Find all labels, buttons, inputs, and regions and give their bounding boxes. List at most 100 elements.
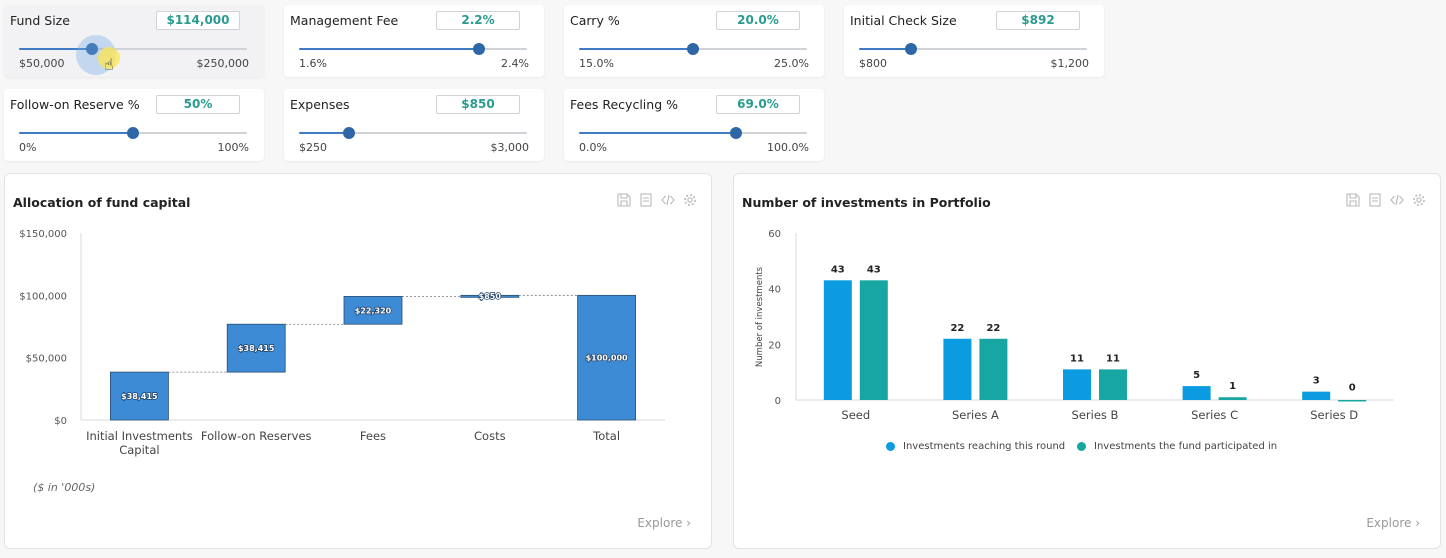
explore-link[interactable]: Explore › bbox=[1366, 516, 1420, 530]
slider-min-label: $50,000 bbox=[19, 57, 65, 70]
bar-value-label: $850 bbox=[479, 292, 502, 301]
bar-participated bbox=[859, 280, 888, 400]
slider-thumb[interactable] bbox=[730, 127, 743, 139]
bar-value-label: 5 bbox=[1193, 370, 1200, 381]
slider-max-label: 2.4% bbox=[501, 57, 529, 70]
bar-value-label: 11 bbox=[1070, 353, 1084, 364]
allocation-toolbar bbox=[617, 193, 697, 207]
param-card: Initial Check Size $892 $800 $1,200 bbox=[844, 5, 1104, 77]
param-slider[interactable] bbox=[299, 43, 527, 55]
x-tick-label: Series C bbox=[1191, 408, 1238, 422]
y-tick-label: $0 bbox=[54, 416, 67, 427]
slider-max-label: $250,000 bbox=[196, 57, 250, 70]
bar-value-label: 11 bbox=[1106, 353, 1120, 364]
param-value-input[interactable]: $114,000 bbox=[156, 11, 240, 30]
legend-item-reaching[interactable]: Investments reaching this round bbox=[886, 441, 1065, 452]
portfolio-toolbar bbox=[1346, 193, 1426, 207]
param-label: Carry % bbox=[570, 13, 620, 28]
legend-label: Investments reaching this round bbox=[903, 441, 1066, 452]
bar-participated bbox=[1099, 369, 1127, 400]
param-slider[interactable] bbox=[859, 43, 1087, 55]
table-icon[interactable] bbox=[639, 193, 653, 207]
slider-thumb[interactable] bbox=[473, 43, 486, 55]
legend-item-participated[interactable]: Investments the fund participated in bbox=[1077, 441, 1277, 452]
param-slider[interactable] bbox=[579, 43, 807, 55]
legend-swatch bbox=[886, 442, 895, 451]
waterfall-bar bbox=[460, 294, 520, 298]
cursor-highlight bbox=[98, 47, 120, 69]
param-label: Management Fee bbox=[290, 13, 399, 28]
slider-min-label: 0% bbox=[19, 141, 37, 154]
param-slider[interactable] bbox=[579, 127, 807, 139]
units-note: ($ in '000s) bbox=[33, 481, 96, 494]
param-value-input[interactable]: 69.0% bbox=[716, 95, 800, 114]
param-value-input[interactable]: 50% bbox=[156, 95, 240, 114]
bar-participated bbox=[979, 338, 1008, 400]
param-label: Fund Size bbox=[10, 13, 70, 28]
y-axis-title: Number of investments bbox=[755, 266, 765, 367]
slider-thumb[interactable] bbox=[127, 127, 139, 139]
slider-fill bbox=[859, 48, 912, 50]
param-label: Expenses bbox=[290, 97, 350, 112]
save-icon[interactable] bbox=[617, 193, 631, 207]
code-icon[interactable] bbox=[1390, 193, 1404, 207]
param-slider[interactable] bbox=[19, 43, 247, 55]
param-value-input[interactable]: $892 bbox=[996, 11, 1080, 30]
bar-reaching bbox=[823, 280, 852, 400]
slider-fill bbox=[299, 48, 480, 50]
y-tick-label: 40 bbox=[768, 285, 781, 296]
param-value-input[interactable]: 20.0% bbox=[716, 11, 800, 30]
slider-min-label: 15.0% bbox=[579, 57, 614, 70]
bar-value-label: 43 bbox=[831, 264, 845, 275]
param-slider[interactable] bbox=[299, 127, 527, 139]
slider-min-label: $800 bbox=[859, 57, 887, 70]
bar-value-label: $38,415 bbox=[121, 392, 158, 401]
bar-reaching bbox=[1063, 369, 1091, 400]
explore-link[interactable]: Explore › bbox=[637, 516, 691, 530]
param-value-input[interactable]: $850 bbox=[436, 95, 520, 114]
x-tick-label: Initial Investments bbox=[86, 429, 193, 443]
portfolio-chart: 0 20 40 60 Number of investments 43 43 Seed 22 22… bbox=[755, 229, 1394, 422]
code-icon[interactable] bbox=[661, 193, 675, 207]
slider-thumb[interactable] bbox=[85, 43, 98, 55]
slider-thumb[interactable] bbox=[905, 43, 918, 55]
slider-fill bbox=[19, 132, 133, 134]
x-tick-label: Series B bbox=[1072, 408, 1119, 422]
portfolio-title: Number of investments in Portfolio bbox=[742, 195, 991, 210]
x-tick-label: Fees bbox=[360, 429, 386, 443]
bar-value-label: 1 bbox=[1229, 381, 1236, 392]
bar-reaching bbox=[1182, 386, 1211, 400]
gear-icon[interactable] bbox=[1412, 193, 1426, 207]
slider-fill bbox=[579, 132, 737, 134]
gear-icon[interactable] bbox=[683, 193, 697, 207]
slider-fill bbox=[579, 48, 693, 50]
save-icon[interactable] bbox=[1346, 193, 1360, 207]
x-tick-label: Capital bbox=[119, 443, 159, 457]
bar-value-label: $22,320 bbox=[355, 306, 392, 315]
bar-value-label: 22 bbox=[986, 323, 1000, 334]
slider-fill bbox=[299, 132, 350, 134]
param-card: Follow-on Reserve % 50% 0% 100% bbox=[4, 89, 264, 161]
slider-max-label: 100.0% bbox=[767, 141, 809, 154]
slider-thumb[interactable] bbox=[687, 43, 699, 55]
y-tick-label: 0 bbox=[775, 396, 781, 407]
param-slider[interactable] bbox=[19, 127, 247, 139]
y-tick-label: $150,000 bbox=[19, 229, 67, 240]
y-tick-label: 20 bbox=[768, 340, 781, 351]
slider-thumb[interactable] bbox=[343, 127, 356, 139]
bar-value-label: 22 bbox=[950, 323, 964, 334]
slider-max-label: $1,200 bbox=[1050, 57, 1090, 70]
param-value-input[interactable]: 2.2% bbox=[436, 11, 520, 30]
legend-label: Investments the fund participated in bbox=[1094, 441, 1278, 452]
table-icon[interactable] bbox=[1368, 193, 1382, 207]
legend-swatch bbox=[1077, 442, 1086, 451]
x-tick-label: Follow-on Reserves bbox=[201, 429, 312, 443]
x-tick-label: Series A bbox=[952, 408, 999, 422]
waterfall-bar bbox=[577, 294, 636, 421]
x-tick-label: Total bbox=[592, 429, 620, 443]
waterfall-bar bbox=[226, 323, 286, 373]
slider-fill bbox=[19, 48, 92, 50]
y-tick-label: 60 bbox=[768, 229, 781, 240]
param-card: Management Fee 2.2% 1.6% 2.4% bbox=[284, 5, 544, 77]
bar-value-label: $100,000 bbox=[586, 354, 628, 363]
